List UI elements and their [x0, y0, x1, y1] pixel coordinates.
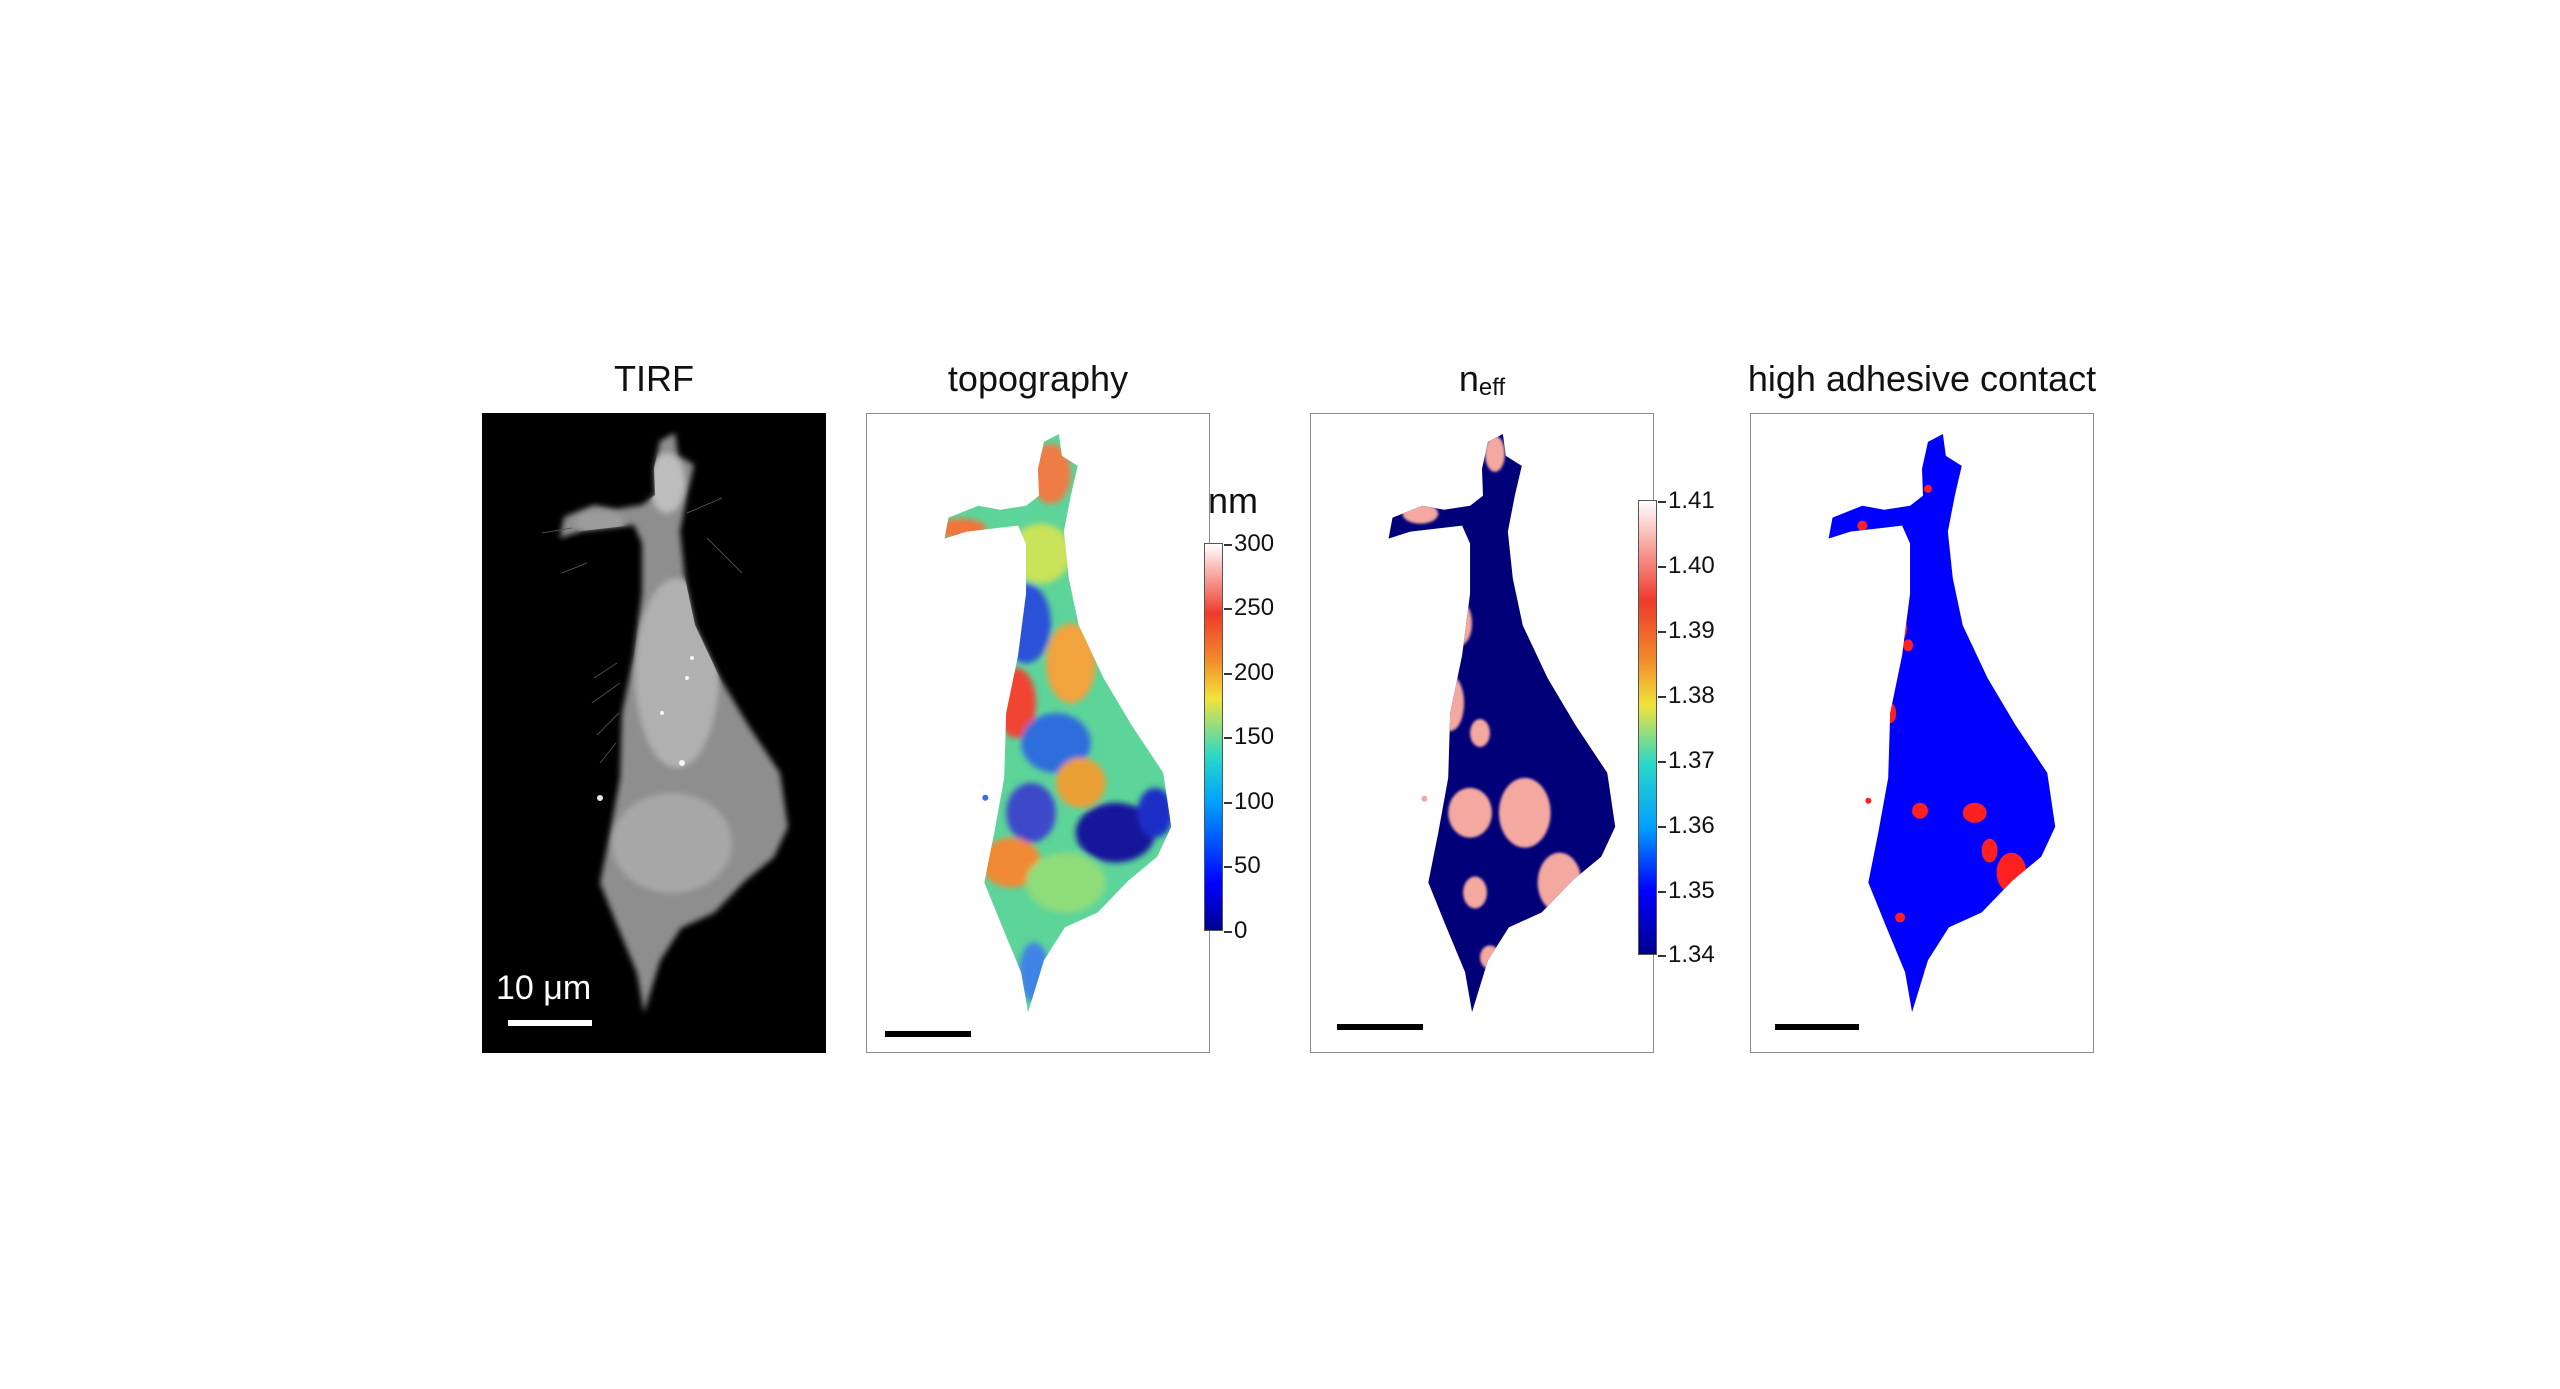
- panel-title-adhesive: high adhesive contact: [1747, 358, 2097, 399]
- neff-tick-label: 1.36: [1668, 812, 1715, 839]
- tirf-cell-image: [541, 433, 788, 1013]
- topography-tick-label: 100: [1234, 788, 1275, 815]
- neff-title-main: n: [1458, 358, 1479, 399]
- topography-tick-label: 0: [1234, 917, 1248, 944]
- adhesive-map: [1828, 433, 2056, 1013]
- tirf-panel: 10 μm: [482, 413, 826, 1053]
- tirf-scale-label: 10 μm: [496, 969, 592, 1007]
- adhesive-scalebar: [1775, 1024, 1859, 1030]
- neff-tick-label: 1.39: [1668, 617, 1715, 644]
- panel-title-topography: topography: [947, 358, 1129, 399]
- neff-tick-label: 1.35: [1668, 877, 1715, 904]
- adhesive-panel: [1750, 413, 2094, 1053]
- neff-map: [1388, 433, 1616, 1013]
- topography-unit: nm: [1208, 480, 1259, 521]
- topography-tick-label: 50: [1234, 852, 1261, 879]
- panel-title-tirf: TIRF: [614, 358, 694, 399]
- neff-tick-label: 1.34: [1668, 941, 1715, 968]
- neff-scalebar: [1337, 1024, 1423, 1030]
- neff-panel: [1310, 413, 1654, 1053]
- neff-colorbar: 1.41 1.40 1.39 1.38 1.37 1.36 1.35 1.34: [1638, 487, 1715, 968]
- topography-tick-label: 150: [1234, 723, 1275, 750]
- panel-title-neff: neff: [1282, 358, 1682, 402]
- neff-tick-label: 1.41: [1668, 487, 1715, 514]
- topography-map: [944, 433, 1172, 1013]
- topography-tick-label: 200: [1234, 659, 1275, 686]
- neff-title-sub: eff: [1478, 374, 1506, 401]
- topography-panel: [866, 413, 1210, 1053]
- neff-tick-label: 1.38: [1668, 682, 1715, 709]
- topography-scalebar: [885, 1031, 971, 1037]
- neff-tick-label: 1.37: [1668, 747, 1715, 774]
- neff-tick-label: 1.40: [1668, 552, 1715, 579]
- tirf-scalebar: [508, 1020, 592, 1026]
- topography-tick-label: 250: [1234, 594, 1275, 621]
- topography-colorbar: 300 250 200 150 100 50 0: [1204, 530, 1274, 944]
- topography-tick-label: 300: [1234, 530, 1275, 557]
